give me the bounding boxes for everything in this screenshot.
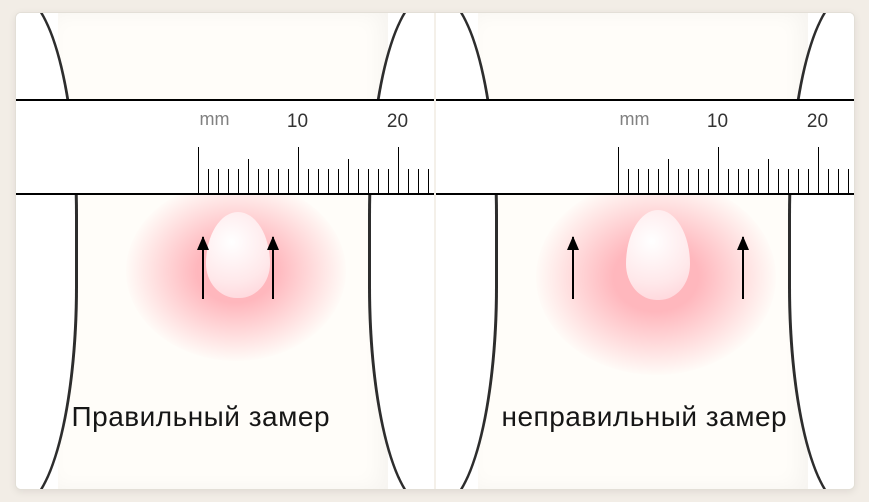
ruler-tick [428, 169, 430, 193]
ruler-tick [248, 159, 250, 193]
arm-outline-right [788, 13, 848, 489]
ruler-tick [718, 147, 720, 193]
ruler-tick [418, 169, 420, 193]
ruler-tick-label: 10 [287, 111, 308, 133]
ruler-tick-label: 10 [707, 111, 728, 133]
ruler-tick [398, 147, 400, 193]
ruler-tick [278, 169, 280, 193]
ruler-tick [228, 169, 230, 193]
ruler-tick [768, 159, 770, 193]
ruler-tick [828, 169, 830, 193]
ruler-tick-label: 20 [807, 111, 828, 133]
ruler-tick [838, 169, 840, 193]
ruler-tick [778, 169, 780, 193]
ruler-tick [648, 169, 650, 193]
ruler-tick [298, 147, 300, 193]
ruler-tick [708, 169, 710, 193]
ruler-tick [368, 169, 370, 193]
panel-correct: mm 10 20 Правильный замер [16, 13, 434, 489]
ruler-tick [688, 169, 690, 193]
ruler-tick [758, 169, 760, 193]
ruler-tick [808, 169, 810, 193]
diagram-frame: mm 10 20 Правильный замер mm 10 20 неправи… [15, 12, 855, 490]
ruler-tick [678, 169, 680, 193]
ruler-tick [288, 169, 290, 193]
ruler-tick [318, 169, 320, 193]
ruler-tick [798, 169, 800, 193]
ruler-tick [268, 169, 270, 193]
ruler-tick [208, 169, 210, 193]
ruler-tick [658, 169, 660, 193]
ruler-tick [628, 169, 630, 193]
ruler: mm 10 20 [436, 99, 854, 195]
ruler-tick [258, 169, 260, 193]
measure-arrow-right [742, 237, 744, 299]
arm-outline-left [438, 13, 498, 489]
measure-arrow-left [202, 237, 204, 299]
caption-incorrect: неправильный замер [502, 401, 788, 433]
ruler-tick-label: 20 [387, 111, 408, 133]
ruler-tick [238, 169, 240, 193]
ruler-tick [638, 169, 640, 193]
ruler-tick [788, 169, 790, 193]
ruler-tick [748, 169, 750, 193]
ruler-tick [848, 169, 850, 193]
measure-arrow-left [572, 237, 574, 299]
ruler-tick [698, 169, 700, 193]
ruler-tick [308, 169, 310, 193]
ruler-unit-label: mm [200, 109, 230, 130]
ruler-tick [328, 169, 330, 193]
measure-arrow-right [272, 237, 274, 299]
ruler-tick [338, 169, 340, 193]
ruler-tick [618, 147, 620, 193]
ruler-tick [198, 147, 200, 193]
caption-correct: Правильный замер [72, 401, 331, 433]
ruler-tick [218, 169, 220, 193]
ruler-tick [668, 159, 670, 193]
ruler-tick [728, 169, 730, 193]
ruler-tick [348, 159, 350, 193]
ruler: mm 10 20 [16, 99, 434, 195]
ruler-tick [358, 169, 360, 193]
ruler-tick [408, 169, 410, 193]
arm-outline-right [368, 13, 428, 489]
ruler-tick [738, 169, 740, 193]
ruler-tick [388, 169, 390, 193]
ruler-tick [818, 147, 820, 193]
ruler-tick [378, 169, 380, 193]
arm-outline-left [18, 13, 78, 489]
ruler-unit-label: mm [620, 109, 650, 130]
panel-incorrect: mm 10 20 неправильный замер [434, 13, 854, 489]
